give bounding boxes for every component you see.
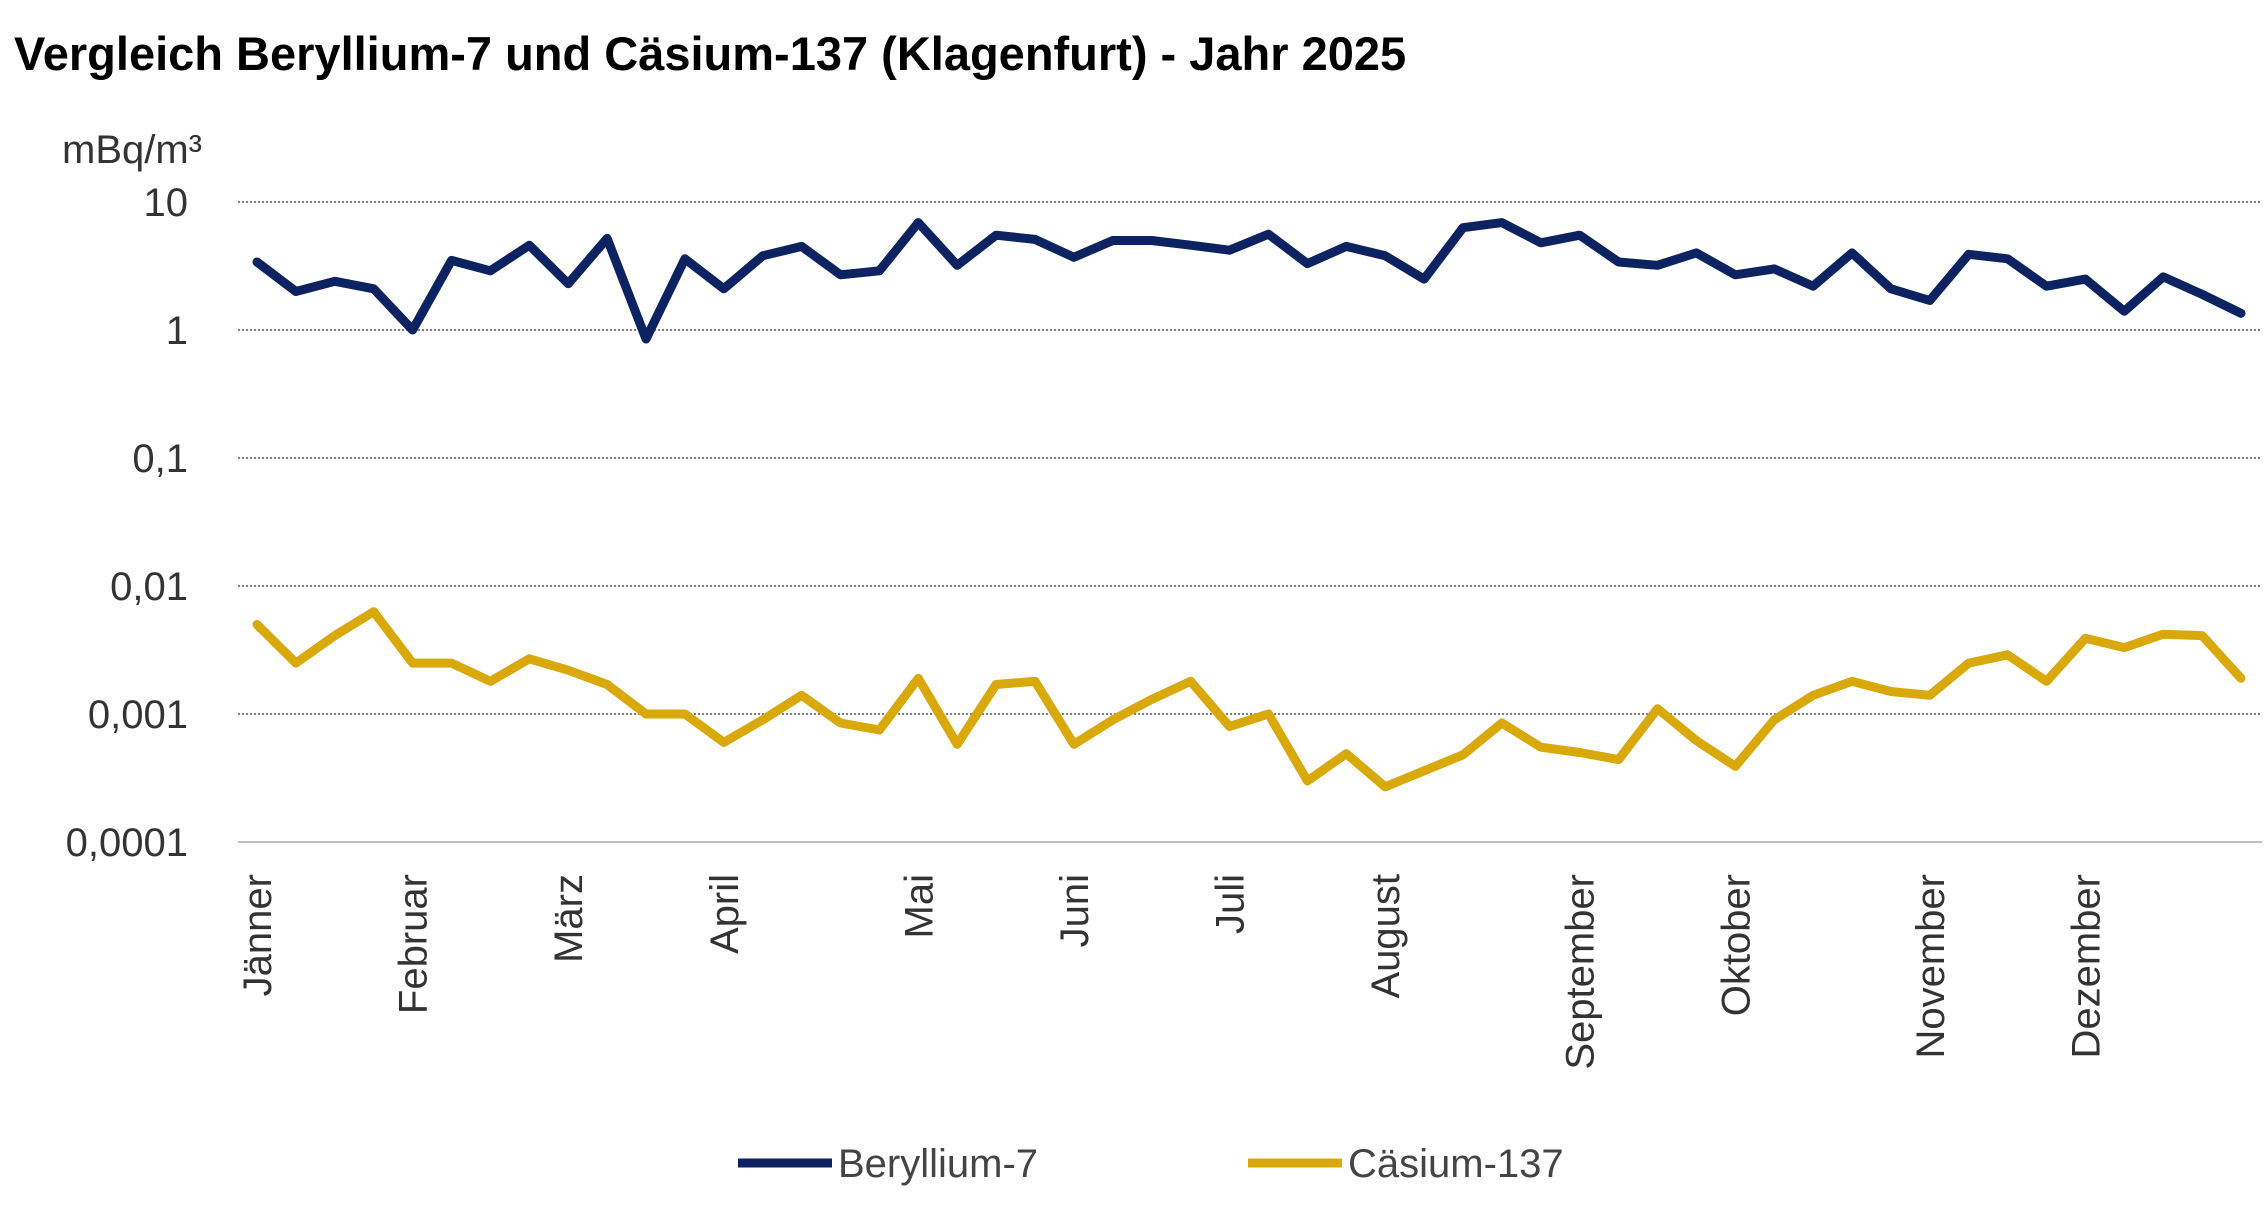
series-lines [252,218,2246,792]
series-line-caesium-137 [252,607,2246,792]
x-tick-label: Oktober [1714,874,1758,1016]
legend: Beryllium-7 Cäsium-137 [738,1142,1564,1186]
y-tick-label: 0,0001 [66,821,188,865]
x-tick-label: März [547,874,591,963]
y-tick-label: 0,001 [88,693,188,737]
x-tick-label: Juni [1053,874,1097,947]
y-tick-label: 0,01 [110,565,188,609]
x-tick-label: April [703,874,747,954]
x-tick-label: Dezember [2064,874,2108,1059]
x-tick-label: Juli [1209,874,1253,934]
x-tick-labels: Jänner Februar März April Mai Juni Juli August S… [236,874,2108,1070]
gridlines [238,201,2262,843]
x-tick-label: Mai [897,874,941,938]
y-tick-label: 1 [166,309,188,353]
x-tick-label: Februar [392,874,436,1014]
y-tick-label: 0,1 [132,437,188,481]
legend-label-beryllium-7: Beryllium-7 [838,1142,1038,1186]
y-axis-label: mBq/m³ [62,128,202,172]
chart-title: Vergleich Beryllium-7 und Cäsium-137 (Kl… [14,27,1406,80]
x-tick-label: September [1559,874,1603,1070]
y-tick-labels: 0,0001 0,001 0,01 0,1 1 10 [66,181,188,865]
x-tick-label: Jänner [236,874,280,996]
x-tick-label: August [1364,874,1408,999]
y-tick-label: 10 [144,181,189,225]
x-tick-label: November [1909,874,1953,1059]
legend-label-caesium-137: Cäsium-137 [1348,1142,1564,1186]
series-line-beryllium-7 [252,218,2246,344]
